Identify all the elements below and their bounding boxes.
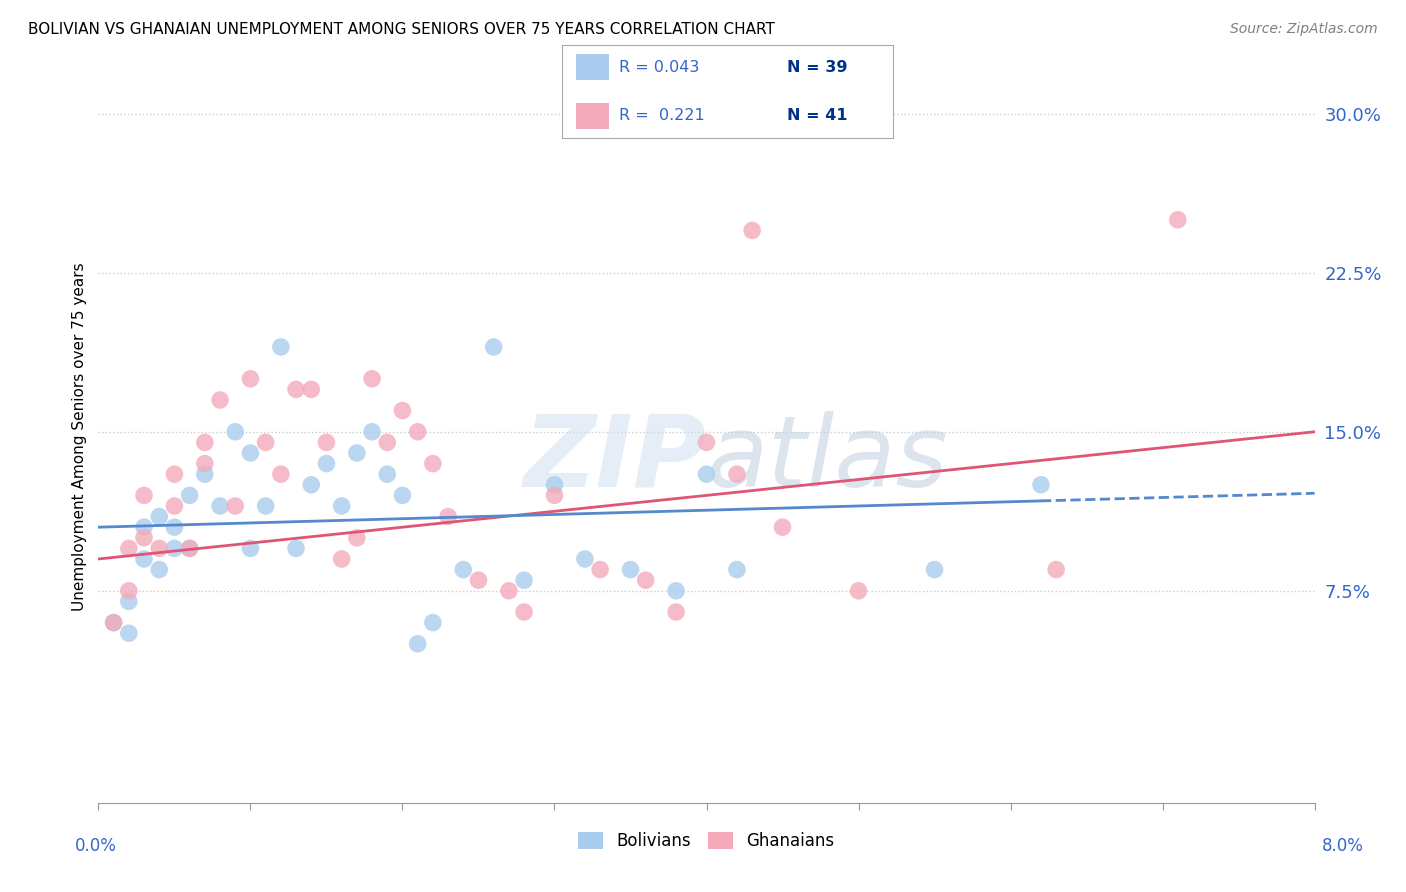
Point	[375, 435, 398, 450]
Point	[406, 425, 429, 439]
Point	[543, 477, 565, 491]
Text: BOLIVIAN VS GHANAIAN UNEMPLOYMENT AMONG SENIORS OVER 75 YEARS CORRELATION CHART: BOLIVIAN VS GHANAIAN UNEMPLOYMENT AMONG …	[28, 22, 775, 37]
Point	[513, 605, 536, 619]
Point	[179, 541, 201, 556]
Point	[224, 499, 246, 513]
Text: atlas: atlas	[707, 410, 948, 508]
Point	[163, 520, 186, 534]
Point	[315, 457, 337, 471]
Point	[132, 520, 155, 534]
Point	[543, 488, 565, 502]
Point	[285, 541, 308, 556]
Point	[437, 509, 460, 524]
Point	[118, 541, 141, 556]
Point	[103, 615, 125, 630]
Bar	[575, 54, 609, 80]
Point	[148, 541, 170, 556]
Point	[665, 583, 688, 598]
Point	[1029, 477, 1052, 491]
Point	[498, 583, 520, 598]
Y-axis label: Unemployment Among Seniors over 75 years: Unemployment Among Seniors over 75 years	[72, 263, 87, 611]
Point	[772, 520, 794, 534]
Point	[163, 541, 186, 556]
Point	[346, 531, 368, 545]
Text: R =  0.221: R = 0.221	[619, 108, 704, 123]
Text: 8.0%: 8.0%	[1322, 837, 1364, 855]
Point	[513, 573, 536, 587]
Point	[406, 637, 429, 651]
Point	[163, 499, 186, 513]
Point	[696, 467, 718, 482]
Point	[148, 509, 170, 524]
Point	[299, 477, 322, 491]
Point	[315, 435, 337, 450]
Point	[285, 383, 308, 397]
Point	[132, 552, 155, 566]
Text: Source: ZipAtlas.com: Source: ZipAtlas.com	[1230, 22, 1378, 37]
Point	[254, 435, 277, 450]
Text: 0.0%: 0.0%	[75, 837, 117, 855]
Point	[330, 552, 353, 566]
Point	[209, 392, 232, 407]
Point	[696, 435, 718, 450]
Point	[361, 372, 384, 386]
Point	[148, 563, 170, 577]
Point	[725, 467, 748, 482]
Point	[103, 615, 125, 630]
Point	[574, 552, 596, 566]
Point	[194, 457, 217, 471]
Point	[194, 435, 217, 450]
Point	[375, 467, 398, 482]
Point	[299, 383, 322, 397]
Point	[224, 425, 246, 439]
Text: ZIP: ZIP	[523, 410, 707, 508]
Point	[741, 223, 763, 237]
Point	[118, 583, 141, 598]
Point	[482, 340, 505, 354]
Point	[179, 541, 201, 556]
Point	[239, 446, 262, 460]
Point	[665, 605, 688, 619]
Point	[848, 583, 870, 598]
Point	[391, 403, 413, 417]
Point	[422, 457, 444, 471]
Point	[589, 563, 612, 577]
Point	[346, 446, 368, 460]
Legend: Bolivians, Ghanaians: Bolivians, Ghanaians	[572, 825, 841, 856]
Point	[1045, 563, 1067, 577]
Point	[179, 488, 201, 502]
Text: N = 39: N = 39	[787, 60, 848, 75]
Point	[254, 499, 277, 513]
Point	[163, 467, 186, 482]
Point	[270, 467, 292, 482]
Point	[209, 499, 232, 513]
Point	[270, 340, 292, 354]
Point	[361, 425, 384, 439]
Point	[467, 573, 489, 587]
Text: R = 0.043: R = 0.043	[619, 60, 699, 75]
Point	[194, 467, 217, 482]
Point	[118, 626, 141, 640]
Point	[924, 563, 946, 577]
Point	[118, 594, 141, 608]
Point	[391, 488, 413, 502]
Point	[1167, 212, 1189, 227]
Point	[422, 615, 444, 630]
Point	[239, 541, 262, 556]
Point	[619, 563, 641, 577]
Point	[453, 563, 475, 577]
Point	[330, 499, 353, 513]
Text: N = 41: N = 41	[787, 108, 848, 123]
Point	[634, 573, 657, 587]
Point	[239, 372, 262, 386]
Bar	[575, 103, 609, 129]
Point	[725, 563, 748, 577]
Point	[132, 531, 155, 545]
Point	[132, 488, 155, 502]
